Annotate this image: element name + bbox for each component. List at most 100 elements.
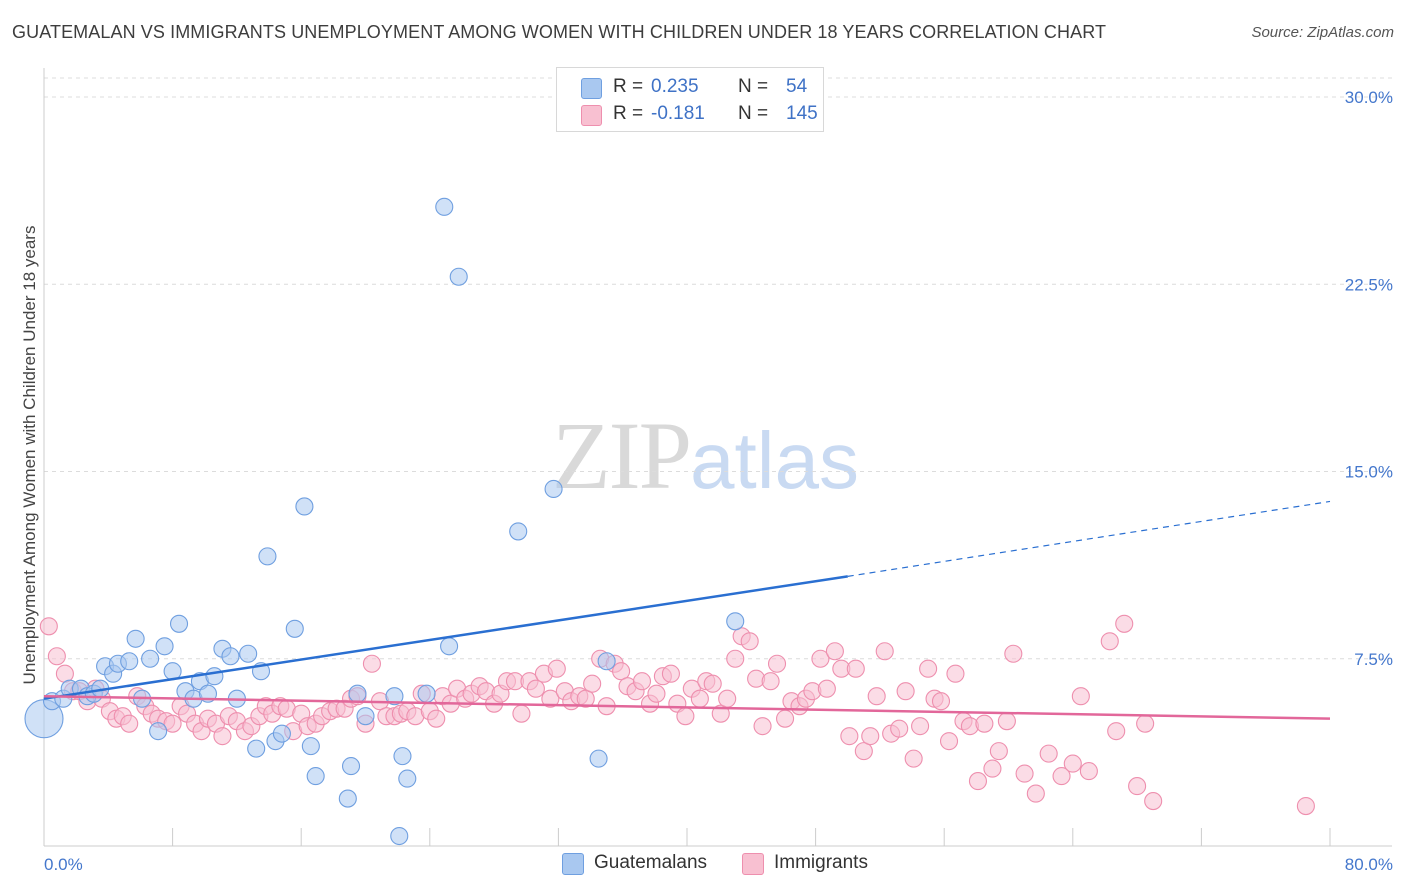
point-immigrants — [676, 707, 695, 726]
point-immigrants — [1015, 764, 1034, 783]
point-guatemalans — [338, 789, 357, 808]
point-immigrants — [861, 727, 880, 746]
legend-label-immigrants: Immigrants — [774, 852, 868, 873]
y-tick-label: 22.5% — [1345, 275, 1393, 294]
point-immigrants — [1063, 754, 1082, 773]
point-immigrants — [547, 659, 566, 678]
point-immigrants — [975, 714, 994, 733]
point-immigrants — [576, 689, 595, 708]
point-immigrants — [213, 727, 232, 746]
point-immigrants — [1026, 784, 1045, 803]
point-guatemalans — [356, 707, 375, 726]
point-immigrants — [647, 684, 666, 703]
point-guatemalans — [149, 722, 168, 741]
point-guatemalans — [390, 826, 409, 846]
point-guatemalans — [285, 619, 304, 638]
point-immigrants — [767, 654, 787, 673]
point-guatemalans — [435, 197, 454, 216]
point-immigrants — [776, 709, 795, 728]
point-guatemalans — [348, 684, 367, 703]
trend-lines — [43, 500, 1331, 720]
trend-line-guatemalans-extension — [847, 500, 1331, 577]
point-immigrants — [1052, 767, 1071, 786]
y-tick-label: 30.0% — [1345, 88, 1393, 107]
point-guatemalans — [155, 637, 174, 656]
legend-n-value: 145 — [786, 103, 818, 124]
point-immigrants — [661, 664, 680, 683]
point-immigrants — [1115, 614, 1134, 633]
trend-line-guatemalans — [43, 575, 848, 700]
point-immigrants — [761, 672, 780, 691]
point-immigrants — [983, 759, 1002, 778]
point-immigrants — [840, 727, 859, 746]
point-immigrants — [632, 672, 652, 691]
point-guatemalans — [306, 767, 325, 786]
legend-r-label: R = — [613, 76, 644, 97]
point-immigrants — [1107, 722, 1126, 741]
point-immigrants — [612, 662, 631, 681]
tick-labels: 7.5% 15.0% 22.5% 30.0% 0.0% 80.0% — [44, 88, 1393, 874]
point-immigrants — [526, 679, 545, 698]
point-guatemalans — [385, 687, 404, 706]
point-immigrants — [875, 642, 894, 661]
correlation-legend: R = 0.235 N = 54 R = -0.181 N = 145 — [556, 67, 824, 132]
point-guatemalans — [126, 629, 145, 648]
point-immigrants — [1100, 632, 1119, 651]
point-guatemalans — [295, 497, 314, 516]
point-immigrants — [1004, 644, 1023, 663]
point-immigrants — [904, 749, 923, 768]
x-tick-label: 0.0% — [44, 855, 83, 874]
point-immigrants — [718, 689, 737, 708]
y-tick-label: 7.5% — [1354, 650, 1393, 669]
legend-n-value: 54 — [786, 76, 808, 97]
point-immigrants — [541, 689, 560, 708]
point-immigrants — [39, 617, 58, 636]
point-guatemalans — [417, 684, 436, 703]
point-immigrants — [163, 714, 182, 733]
point-guatemalans — [393, 747, 412, 766]
point-guatemalans — [449, 267, 468, 286]
point-guatemalans — [589, 749, 608, 768]
point-guatemalans — [597, 652, 616, 671]
point-immigrants — [362, 654, 381, 673]
point-immigrants — [867, 687, 886, 706]
point-immigrants — [1136, 714, 1155, 733]
trend-line-immigrants — [43, 694, 1331, 720]
point-immigrants — [512, 704, 531, 723]
legend-n-label: N = — [738, 103, 769, 124]
point-immigrants — [711, 704, 730, 723]
point-immigrants — [1079, 762, 1098, 781]
point-immigrants — [1039, 744, 1058, 763]
legend-r-label: R = — [613, 103, 644, 124]
point-immigrants — [1144, 792, 1163, 811]
point-guatemalans — [258, 547, 277, 566]
point-immigrants — [703, 674, 722, 693]
legend-swatch-guatemalans — [581, 78, 602, 99]
point-guatemalans — [239, 644, 258, 663]
point-immigrants — [55, 664, 74, 683]
point-immigrants — [997, 712, 1016, 731]
point-guatemalans — [169, 614, 189, 633]
legend-label-guatemalans: Guatemalans — [594, 852, 708, 873]
point-immigrants — [811, 649, 830, 668]
legend-swatch-guatemalans — [562, 853, 584, 875]
point-immigrants — [47, 647, 66, 666]
point-immigrants — [1296, 797, 1315, 816]
point-guatemalans — [247, 739, 266, 758]
point-guatemalans — [509, 522, 528, 541]
legend-swatch-immigrants — [742, 853, 764, 875]
point-immigrants — [854, 742, 873, 761]
point-immigrants — [120, 714, 139, 733]
point-immigrants — [911, 717, 930, 736]
legend-n-label: N = — [738, 76, 769, 97]
x-tick-label: 80.0% — [1345, 855, 1393, 874]
point-guatemalans — [341, 757, 361, 776]
grid-lines — [44, 77, 1392, 660]
legend-r-value: -0.181 — [651, 103, 705, 124]
point-guatemalans — [726, 612, 745, 631]
point-immigrants — [946, 664, 965, 683]
point-guatemalans — [205, 667, 224, 686]
legend-swatch-immigrants — [581, 105, 602, 126]
point-guatemalans — [120, 652, 139, 671]
